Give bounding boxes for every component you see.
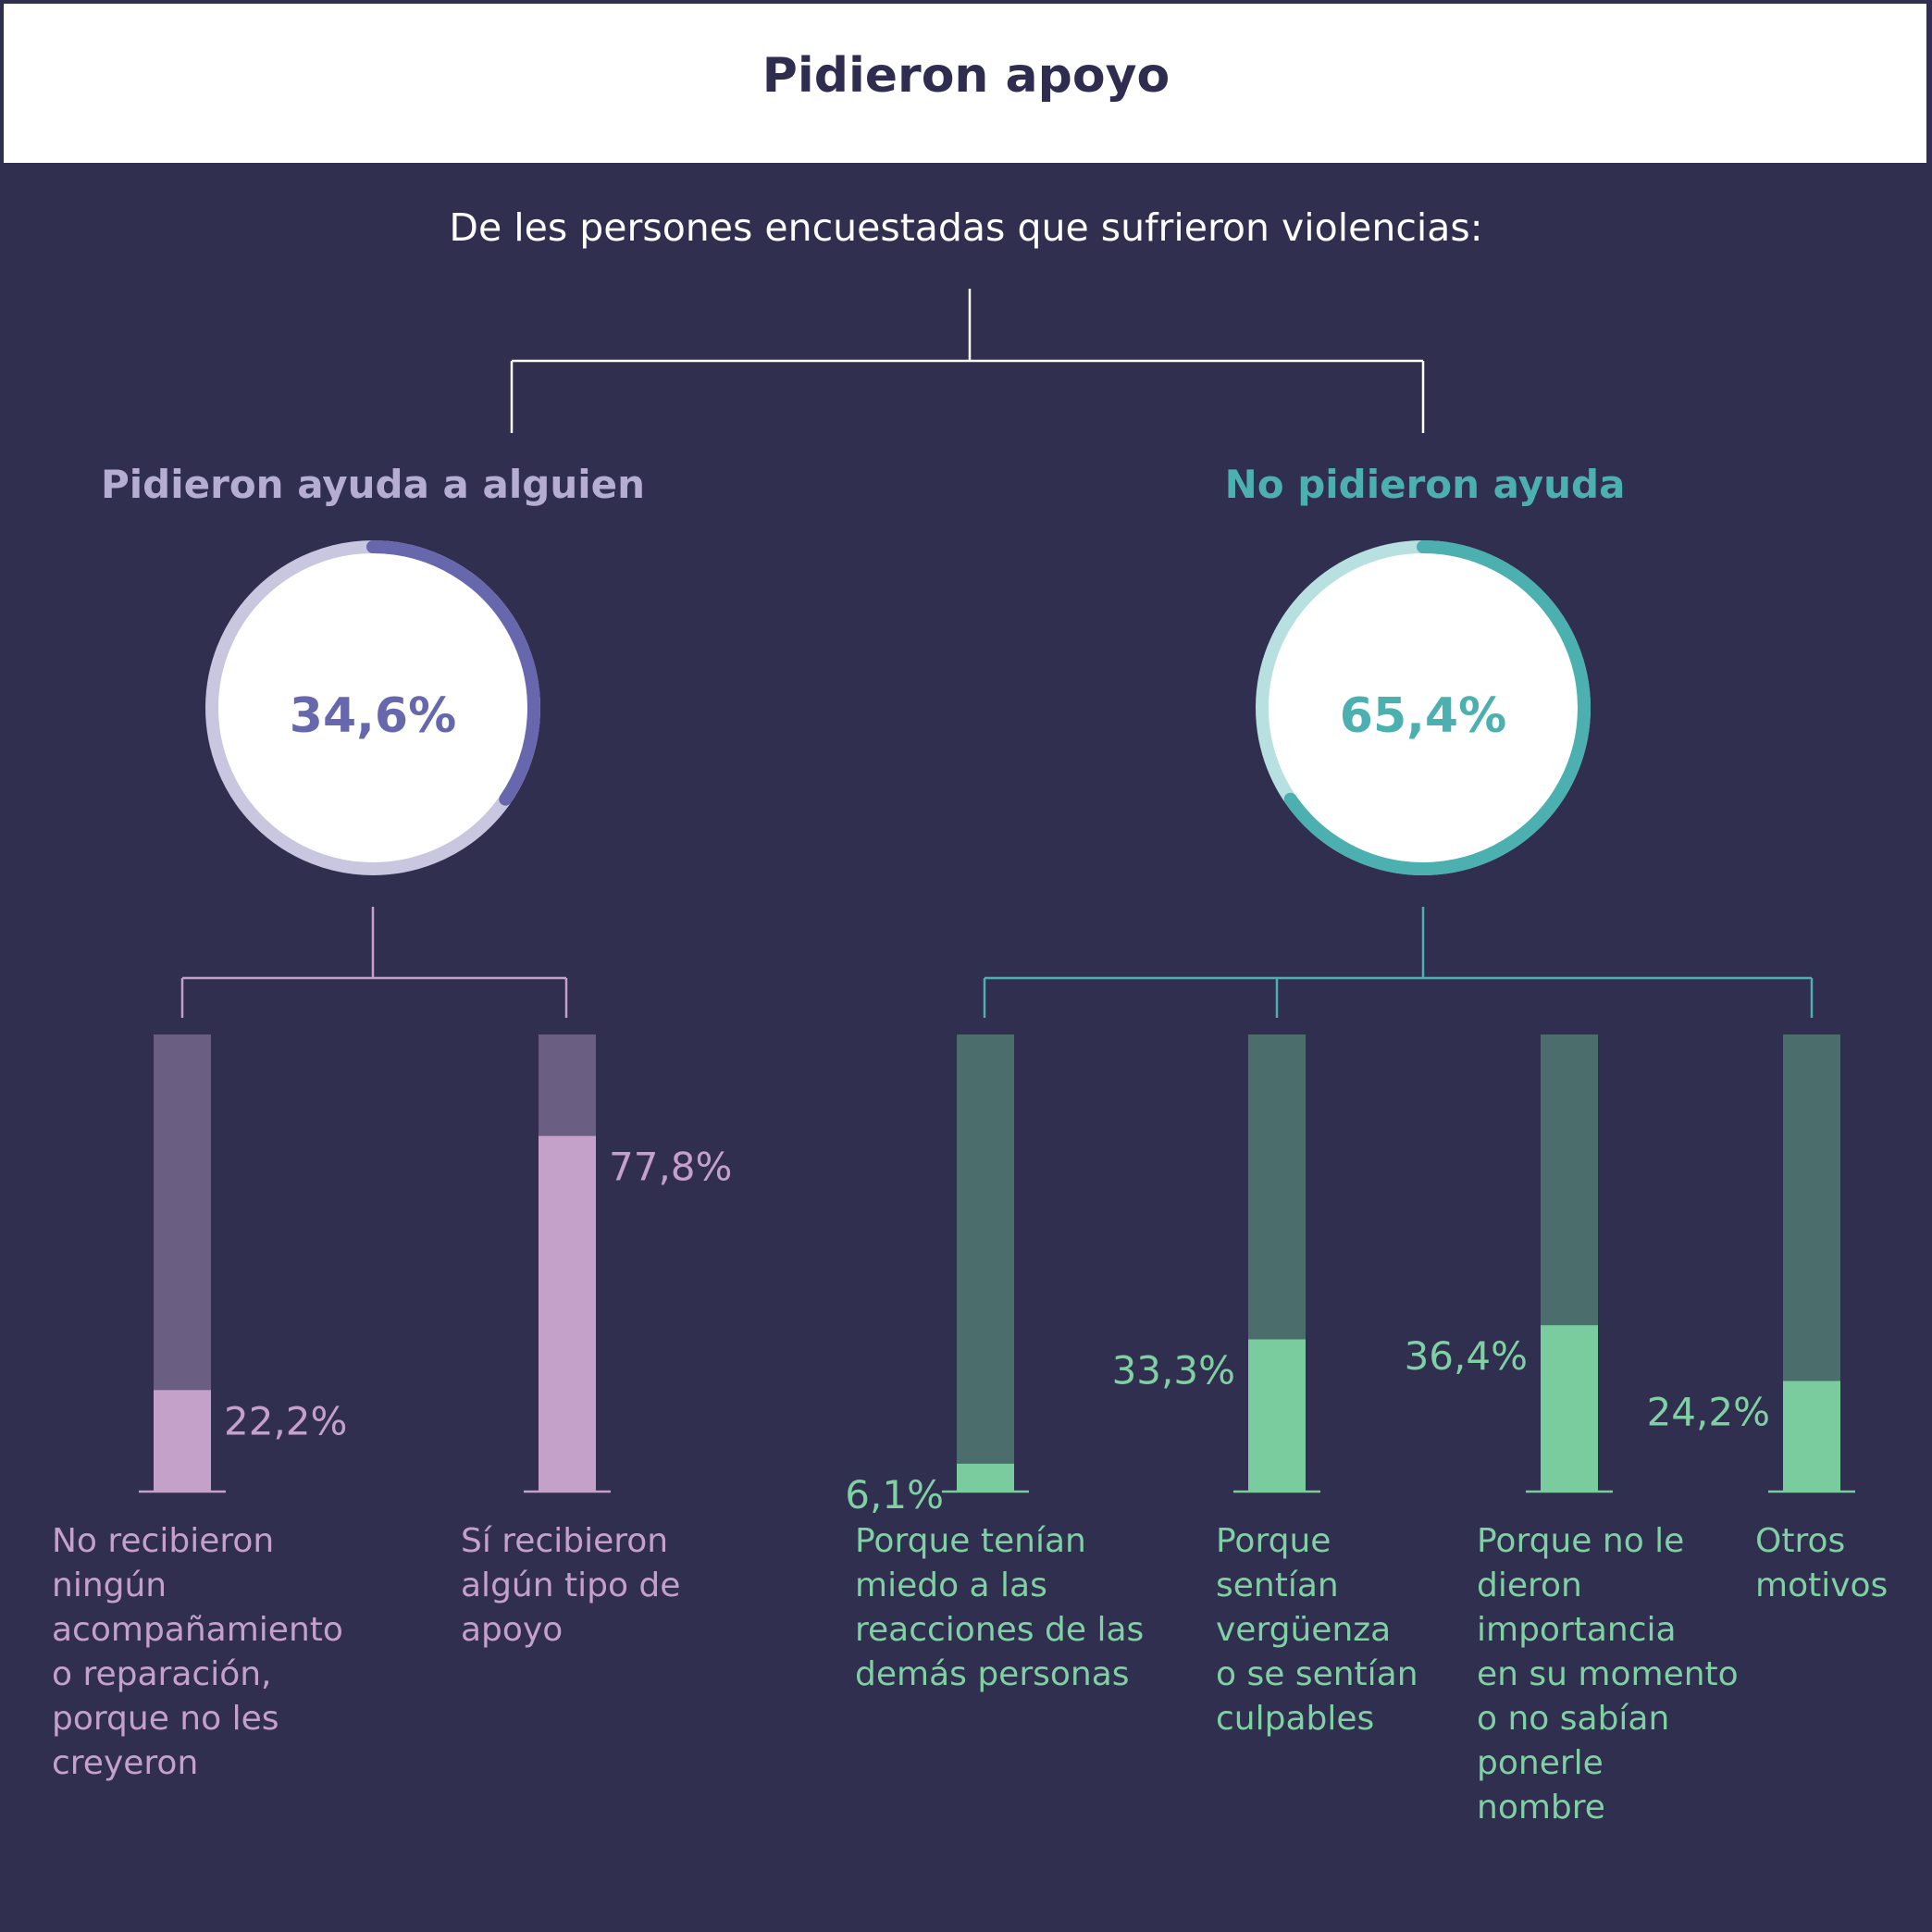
bar-asked-value-label-0: 22,2%: [224, 1398, 347, 1443]
donut-not-asked: 65,4%: [1256, 540, 1591, 875]
bar-not-asked-2: [1541, 1325, 1598, 1492]
bar-not-asked-3: [1783, 1381, 1840, 1492]
bar-not-asked-value-label-0: 6,1%: [845, 1472, 944, 1517]
bars-layer: 22,2% 77,8% 6,1% 33,3% 36,4% 24,2%: [139, 1034, 1855, 1517]
subtitle: De les persones encuestadas que sufriero…: [449, 205, 1483, 250]
donut-asked-value: 34,6%: [290, 688, 456, 744]
bar-asked-0: [154, 1390, 211, 1492]
bar-not-asked-value-label-3: 24,2%: [1647, 1390, 1770, 1435]
category-label-importance: Porque no le dieron importancia en su mo…: [1477, 1522, 1739, 1827]
donut-asked: 34,6%: [205, 540, 540, 875]
donut-asked-arc: [366, 540, 540, 806]
right-connector: [983, 907, 1814, 1018]
category-label-other: Otros motivos: [1755, 1522, 1889, 1604]
bar-asked-value-label-1: 77,8%: [609, 1145, 732, 1190]
bar-not-asked-track-0: [957, 1034, 1014, 1492]
bar-not-asked-value-label-1: 33,3%: [1112, 1348, 1235, 1393]
category-label-shame: Porque sentían vergüenza o se sentían cu…: [1216, 1522, 1418, 1738]
bar-asked-1: [539, 1135, 596, 1492]
bar-not-asked-0: [957, 1463, 1014, 1492]
left-connector: [180, 907, 568, 1018]
category-label-fear: Porque tenían miedo a las reacciones de …: [855, 1522, 1145, 1693]
page-title: Pidieron apoyo: [762, 48, 1170, 104]
donut-not-asked-value: 65,4%: [1340, 688, 1506, 744]
group-title-not-asked: No pidieron ayuda: [1225, 462, 1626, 507]
bar-not-asked-value-label-2: 36,4%: [1405, 1333, 1528, 1379]
category-label-no-support: No recibieron ningún acompañamiento o re…: [52, 1522, 343, 1782]
category-label-support: Sí recibieron algún tipo de apoyo: [461, 1522, 681, 1649]
top-connector: [510, 289, 1425, 433]
header-box: [2, 2, 1928, 165]
bar-not-asked-1: [1248, 1339, 1306, 1492]
group-title-asked: Pidieron ayuda a alguien: [101, 462, 645, 507]
donut-not-asked-arc: [1283, 540, 1591, 875]
